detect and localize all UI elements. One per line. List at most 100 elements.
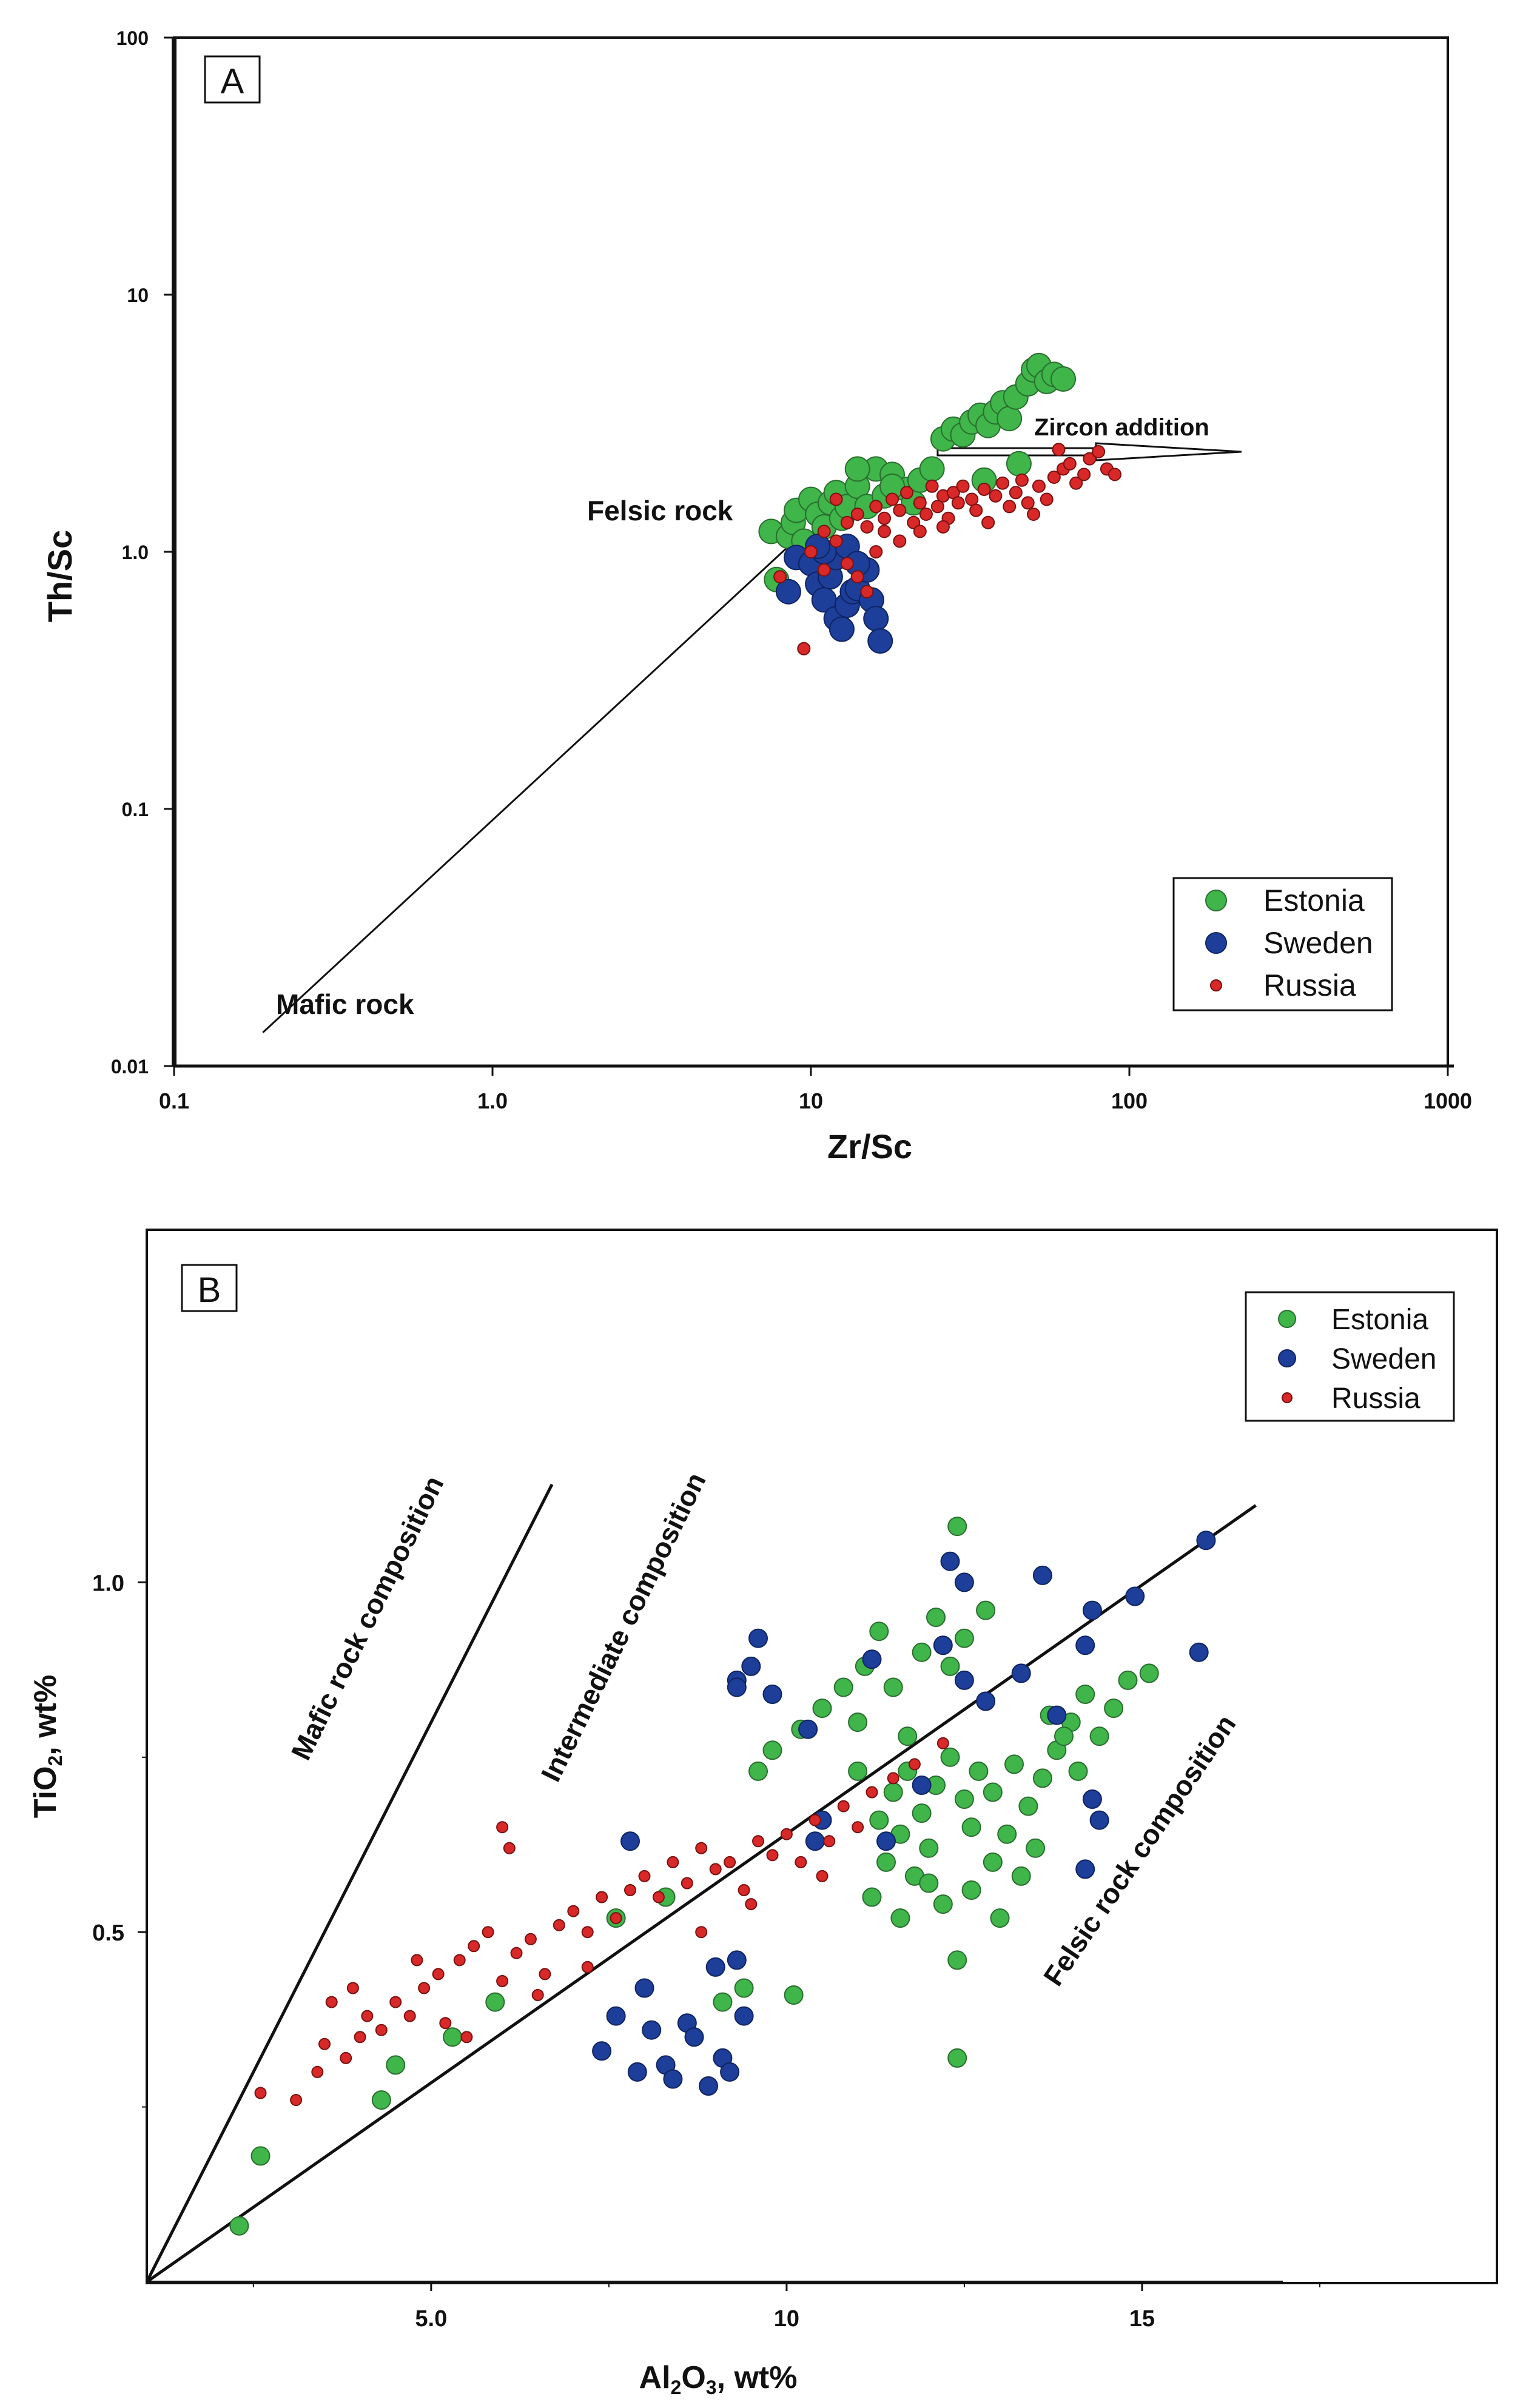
point-b-sweden	[734, 2006, 754, 2026]
point-a-russia	[1108, 468, 1121, 481]
point-a-russia	[1092, 445, 1106, 458]
panel-a-label-box	[204, 55, 261, 104]
point-b-estonia	[869, 1622, 889, 1642]
legend-b-estonia: Estonia	[1331, 1304, 1428, 1336]
felsic-boundary-line	[146, 1504, 1257, 2284]
point-b-russia	[652, 1891, 665, 1903]
point-a-russia	[913, 525, 927, 538]
point-b-estonia	[954, 1628, 974, 1648]
point-a-russia	[913, 496, 927, 510]
point-b-sweden	[912, 1776, 932, 1795]
point-a-russia	[1047, 471, 1061, 484]
point-b-russia	[318, 2037, 331, 2050]
point-b-estonia	[371, 2090, 391, 2110]
panel-a: 0.1 1.0 10 100 1000 0.01 0.1 1.0 10 100 A Felsic …	[41, 27, 1472, 1165]
point-b-russia	[695, 1926, 708, 1939]
point-b-estonia	[954, 1789, 974, 1809]
point-a-russia	[1040, 492, 1054, 506]
point-a-russia	[930, 500, 944, 514]
point-a-russia	[869, 545, 883, 558]
point-a-russia	[1052, 443, 1066, 457]
point-b-estonia	[386, 2055, 406, 2075]
point-b-russia	[887, 1772, 899, 1785]
point-b-estonia	[1118, 1670, 1138, 1690]
legend-a-estonia: Estonia	[1263, 884, 1365, 917]
point-a-sweden	[863, 606, 889, 632]
point-b-estonia	[1068, 1761, 1088, 1781]
point-b-sweden	[798, 1719, 818, 1739]
point-b-russia	[389, 1996, 402, 2008]
point-b-estonia	[933, 1894, 953, 1914]
panel-a-x-tick-label: 1.0	[477, 1088, 508, 1113]
point-a-russia	[919, 508, 933, 521]
point-b-russia	[581, 1926, 594, 1939]
point-b-russia	[432, 1968, 445, 1980]
point-b-sweden	[954, 1670, 974, 1690]
panel-a-y-label: Th/Sc	[41, 530, 79, 622]
point-b-russia	[340, 2051, 352, 2064]
point-b-estonia	[919, 1838, 939, 1858]
point-b-sweden	[1082, 1600, 1102, 1620]
point-b-russia	[346, 1982, 359, 1994]
point-b-sweden	[620, 1831, 640, 1851]
point-a-russia	[893, 503, 907, 517]
point-b-estonia	[734, 1978, 754, 1998]
panel-a-x-tick-label: 10	[799, 1088, 823, 1113]
point-a-estonia	[844, 456, 870, 482]
point-b-russia	[503, 1842, 516, 1854]
legend-b-russia: Russia	[1331, 1383, 1420, 1415]
point-b-estonia	[848, 1712, 868, 1732]
point-b-estonia	[443, 2027, 462, 2047]
point-b-sweden	[606, 2006, 626, 2026]
point-b-estonia	[869, 1810, 889, 1830]
panel-b-y-tick-label: 1.0	[92, 1571, 124, 1596]
point-a-russia	[886, 492, 899, 506]
legend-b-russia-marker	[1282, 1392, 1293, 1403]
point-b-estonia	[485, 1992, 505, 2012]
point-a-russia	[829, 534, 843, 548]
point-b-russia	[695, 1842, 708, 1854]
point-b-russia	[610, 1912, 622, 1925]
panel-b-points	[229, 1517, 1216, 2236]
point-b-russia	[311, 2065, 324, 2078]
point-b-estonia	[961, 1880, 981, 1900]
point-a-estonia	[919, 456, 945, 482]
point-b-russia	[738, 1884, 750, 1896]
point-b-russia	[780, 1828, 793, 1840]
point-b-estonia	[713, 1992, 733, 2012]
panel-a-y-tick-label: 100	[116, 27, 149, 49]
point-b-russia	[403, 2010, 416, 2022]
point-b-russia	[866, 1786, 878, 1799]
point-b-sweden	[1075, 1859, 1095, 1879]
point-b-estonia	[926, 1608, 946, 1628]
point-b-sweden	[592, 2041, 612, 2061]
point-b-sweden	[634, 1978, 654, 1998]
point-b-estonia	[1054, 1726, 1074, 1746]
point-a-russia	[969, 503, 983, 517]
point-b-estonia	[912, 1642, 932, 1662]
panel-b-y-label: TiO2, wt%	[28, 1675, 66, 1818]
point-b-estonia	[1075, 1685, 1095, 1704]
panel-a-y-tick-label: 0.01	[111, 1056, 149, 1078]
point-b-russia	[766, 1849, 779, 1862]
point-a-estonia	[1051, 366, 1076, 392]
point-b-sweden	[727, 1677, 747, 1697]
point-b-russia	[752, 1835, 764, 1848]
point-a-russia	[817, 563, 831, 577]
point-b-estonia	[969, 1761, 989, 1781]
point-a-russia	[869, 500, 883, 514]
legend-b-estonia-marker	[1278, 1310, 1296, 1328]
point-a-russia	[1083, 452, 1097, 466]
point-b-russia	[453, 1954, 466, 1967]
point-b-sweden	[699, 2076, 718, 2096]
point-b-sweden	[1011, 1663, 1031, 1683]
panel-a-points	[758, 352, 1121, 656]
point-b-russia	[681, 1877, 693, 1890]
point-b-russia	[418, 1982, 431, 1994]
point-b-estonia	[1004, 1754, 1024, 1774]
point-b-estonia	[812, 1699, 832, 1719]
panel-a-y-tick-label: 10	[127, 284, 149, 306]
panel-b: 5.0 10 150.51.0 B Mafic rock composition I…	[28, 1229, 1498, 2398]
point-a-russia	[1077, 468, 1091, 481]
point-a-russia	[840, 557, 854, 571]
